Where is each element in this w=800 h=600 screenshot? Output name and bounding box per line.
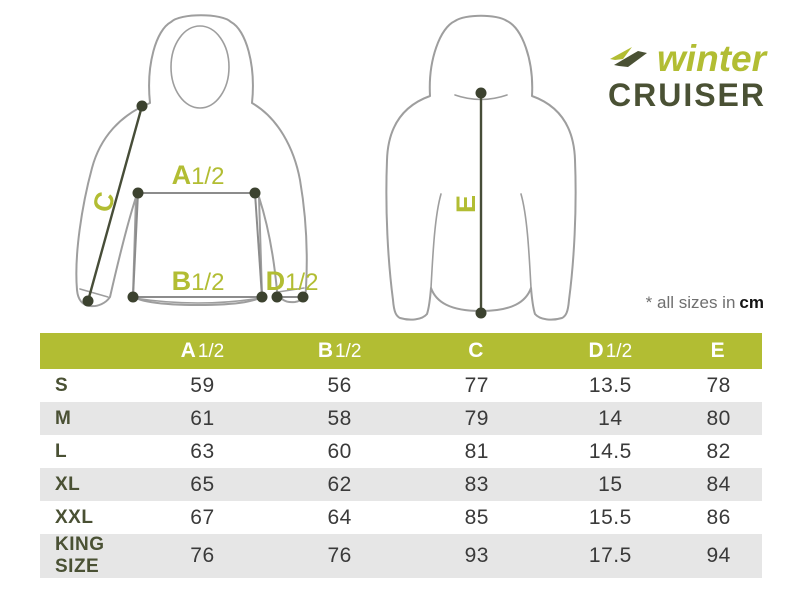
size-value-cell: 56: [327, 373, 352, 397]
back-left-sleeve-seam: [430, 193, 442, 289]
front-hoodie-drawing: [75, 14, 308, 308]
size-value-cell: 82: [706, 439, 731, 463]
size-table: A 1/2 B 1/2 C D 1/2 E S 59 56 77 13.5 78 M …: [40, 333, 762, 578]
label-b-half: B1/2: [172, 266, 225, 296]
measure-line-left-side: [132, 192, 139, 298]
size-value-cell: 62: [271, 468, 409, 501]
size-value-cell: 81: [464, 439, 489, 463]
size-label: XL: [40, 468, 134, 501]
size-label: L: [55, 440, 68, 462]
size-value-cell: 79: [408, 402, 546, 435]
label-a-half: A1/2: [172, 160, 225, 190]
units-note-text: * all sizes in: [645, 293, 736, 312]
units-note: * all sizes in cm: [646, 293, 764, 313]
measure-dot: [132, 187, 144, 199]
size-label: M: [40, 402, 134, 435]
front-left-cuff-seam: [79, 288, 109, 298]
label-d-half: D1/2: [266, 266, 319, 296]
measure-line-right-side: [254, 192, 263, 298]
size-value-cell: 63: [190, 439, 215, 463]
size-value-cell: 58: [271, 402, 409, 435]
measure-dot: [136, 100, 148, 112]
size-value-cell: 67: [190, 505, 215, 529]
front-hoodie-outline: [75, 14, 308, 308]
size-label: XXL: [55, 506, 94, 528]
back-measurements: E: [451, 87, 487, 319]
column-header-a: A 1/2: [133, 333, 272, 369]
table-row-king-size: KING SIZE 76 76 93 17.5 94: [40, 534, 762, 578]
front-measurements: A1/2 B1/2 C D1/2: [82, 100, 319, 307]
column-header-b: B 1/2: [271, 333, 409, 369]
column-header-d: D 1/2: [545, 333, 676, 369]
size-value-cell: 15: [545, 468, 676, 501]
size-value-cell: 65: [133, 468, 272, 501]
brand-dart-icon: [610, 46, 648, 67]
size-value-cell: 13.5: [588, 373, 632, 397]
size-value-cell: 61: [133, 402, 272, 435]
size-value-cell: 78: [706, 373, 731, 397]
column-header-size: [40, 333, 134, 369]
table-row-xl: XL 65 62 83 15 84: [40, 468, 762, 501]
table-row-l: L 63 60 81 14.5 82: [40, 435, 762, 468]
size-value-cell: 76: [133, 534, 272, 578]
size-value-cell: 93: [408, 534, 546, 578]
table-row-s: S 59 56 77 13.5 78: [40, 369, 762, 402]
measure-dot: [127, 291, 139, 303]
front-right-cuff-seam: [277, 287, 305, 293]
units-note-unit: cm: [739, 293, 764, 312]
table-row-m: M 61 58 79 14 80: [40, 402, 762, 435]
size-value-cell: 60: [327, 439, 352, 463]
hoodie-diagrams: A1/2 B1/2 C D1/2 E: [75, 14, 577, 321]
logo-word-cruiser: CRUISER: [607, 77, 766, 113]
size-label: KING SIZE: [40, 534, 134, 578]
measure-dot: [475, 307, 487, 319]
column-header-c: C: [408, 333, 546, 369]
size-value-cell: 94: [675, 534, 762, 578]
measure-dot: [297, 291, 309, 303]
measure-dot: [82, 295, 94, 307]
size-value-cell: 77: [464, 373, 489, 397]
size-value-cell: 15.5: [588, 505, 632, 529]
size-value-cell: 64: [327, 505, 352, 529]
front-hood-face-opening: [170, 25, 230, 109]
size-value-cell: 85: [464, 505, 489, 529]
front-hem-seam: [133, 297, 262, 304]
size-value-cell: 86: [706, 505, 731, 529]
measure-dot: [271, 291, 283, 303]
size-value-cell: 59: [190, 373, 215, 397]
size-value-cell: 17.5: [545, 534, 676, 578]
measure-dot: [475, 87, 487, 99]
size-label: S: [55, 374, 69, 396]
measure-dot: [256, 291, 268, 303]
column-header-e: E: [675, 333, 762, 369]
label-e: E: [451, 195, 481, 213]
measure-line-c: [86, 105, 144, 302]
size-value-cell: 14.5: [588, 439, 632, 463]
brand-logo: winter CRUISER: [608, 40, 766, 111]
size-value-cell: 80: [675, 402, 762, 435]
back-right-sleeve-seam: [520, 193, 532, 289]
size-value-cell: 76: [271, 534, 409, 578]
size-value-cell: 14: [545, 402, 676, 435]
size-value-cell: 83: [408, 468, 546, 501]
measure-dot: [249, 187, 261, 199]
logo-word-winter: winter: [657, 38, 766, 79]
size-value-cell: 84: [675, 468, 762, 501]
table-row-xxl: XXL 67 64 85 15.5 86: [40, 501, 762, 534]
table-header-row: A 1/2 B 1/2 C D 1/2 E: [40, 333, 762, 369]
